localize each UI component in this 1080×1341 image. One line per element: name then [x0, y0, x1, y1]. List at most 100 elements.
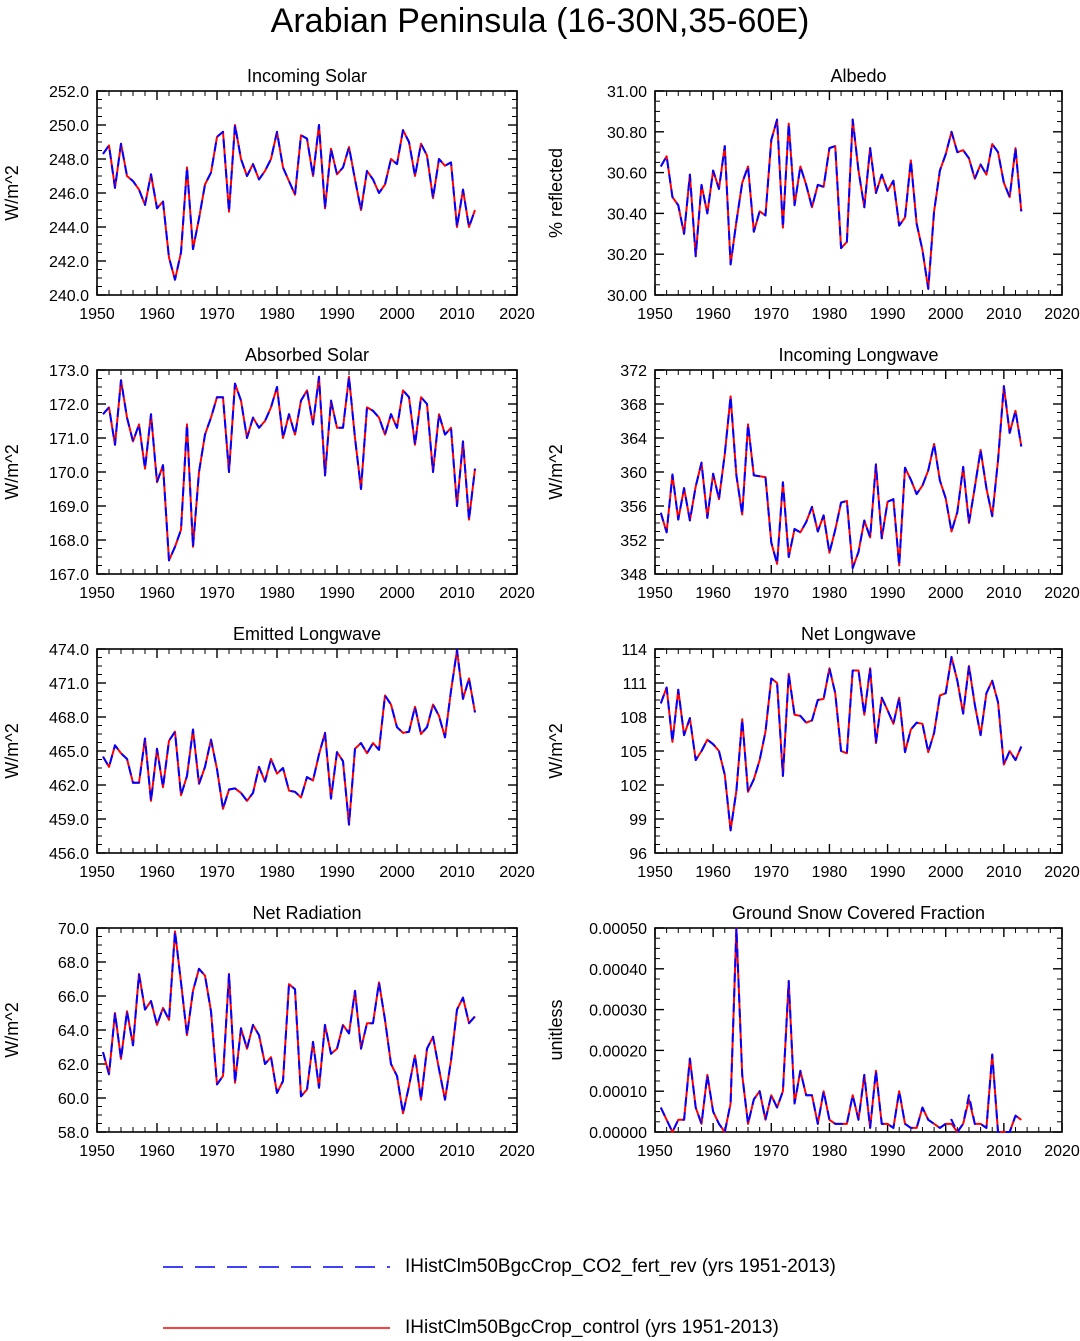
y-axis-label: W/m^2 [546, 444, 566, 499]
x-tick-label: 1980 [259, 585, 295, 602]
x-tick-label: 1950 [637, 864, 673, 881]
plot-frame [654, 927, 1063, 1133]
series-line-co2-fert-rev [102, 649, 476, 826]
y-tick-label: 348 [620, 567, 647, 584]
series-line-co2-fert-rev [659, 118, 1023, 290]
series-line-co2-fert-rev [102, 375, 476, 562]
y-tick-label: 248.0 [49, 152, 89, 169]
y-tick-label: 0.00000 [589, 1125, 647, 1142]
x-tick-label: 2000 [379, 585, 415, 602]
x-tick-label: 2010 [986, 306, 1022, 323]
y-tick-label: 114 [621, 642, 647, 659]
x-tick-label: 2000 [379, 864, 415, 881]
x-tick-label: 1970 [199, 1143, 235, 1160]
y-tick-label: 105 [620, 744, 647, 761]
y-axis-label: W/m^2 [2, 723, 22, 778]
series-line-control [102, 649, 476, 826]
x-tick-label: 1990 [319, 864, 355, 881]
x-tick-label: 1990 [870, 1143, 906, 1160]
y-tick-label: 30.60 [607, 166, 647, 183]
panel-4: Incoming Longwave 1950 1960 1970 1980 1990 200… [546, 345, 1080, 602]
y-tick-label: 0.00030 [589, 1003, 647, 1020]
x-tick-label: 1970 [199, 585, 235, 602]
y-tick-label: 31.00 [607, 84, 647, 101]
y-tick-label: 58.0 [58, 1125, 89, 1142]
panel-5: Emitted Longwave 1950 1960 1970 1980 1990 2000… [2, 624, 535, 881]
x-tick-label: 1980 [259, 1143, 295, 1160]
y-tick-label: 364 [620, 431, 647, 448]
x-tick-label: 2010 [986, 585, 1022, 602]
plot-frame [654, 369, 1063, 575]
x-tick-label: 2020 [1044, 306, 1080, 323]
y-tick-label: 102 [620, 778, 647, 795]
x-tick-label: 1960 [695, 864, 731, 881]
x-tick-label: 2000 [928, 864, 964, 881]
y-tick-label: 352 [620, 533, 647, 550]
x-tick-label: 2020 [499, 864, 535, 881]
x-tick-label: 1950 [637, 1143, 673, 1160]
y-tick-label: 456.0 [49, 846, 89, 863]
series-line-control [102, 930, 476, 1115]
x-tick-label: 1980 [259, 864, 295, 881]
y-tick-label: 368 [620, 397, 647, 414]
panel-6: Net Longwave 1950 1960 1970 1980 1990 2000 2010… [546, 624, 1080, 881]
x-tick-label: 1980 [812, 306, 848, 323]
y-tick-label: 0.00010 [589, 1084, 647, 1101]
series-line-control [102, 124, 476, 281]
x-tick-label: 1960 [139, 585, 175, 602]
x-tick-label: 1980 [812, 864, 848, 881]
panel-title: Incoming Solar [247, 66, 367, 86]
x-tick-label: 2010 [986, 864, 1022, 881]
y-tick-label: 244.0 [49, 220, 89, 237]
series-line-co2-fert-rev [659, 385, 1023, 570]
page-title: Arabian Peninsula (16-30N,35-60E) [270, 2, 810, 40]
panel-2: Albedo 1950 1960 1970 1980 1990 2000 2010 2020 30… [546, 66, 1080, 323]
x-tick-label: 1990 [870, 306, 906, 323]
panel-title: Ground Snow Covered Fraction [732, 903, 985, 923]
series-line-co2-fert-rev [102, 124, 476, 281]
y-axis-label: W/m^2 [2, 1002, 22, 1057]
x-tick-label: 2000 [379, 306, 415, 323]
panel-title: Incoming Longwave [778, 345, 938, 365]
y-tick-label: 111 [623, 676, 647, 693]
x-tick-label: 2020 [499, 1143, 535, 1160]
x-tick-label: 1950 [637, 585, 673, 602]
x-tick-label: 1990 [319, 306, 355, 323]
panel-title: Albedo [830, 66, 886, 86]
panel-title: Net Radiation [252, 903, 361, 923]
y-tick-label: 30.20 [607, 247, 647, 264]
x-tick-label: 2000 [928, 306, 964, 323]
y-tick-label: 30.40 [607, 206, 647, 223]
y-tick-label: 0.00040 [589, 962, 647, 979]
y-tick-label: 170.0 [49, 465, 89, 482]
x-tick-label: 1950 [79, 306, 115, 323]
y-tick-label: 171.0 [49, 431, 89, 448]
y-tick-label: 240.0 [49, 288, 89, 305]
x-tick-label: 2010 [439, 1143, 475, 1160]
x-tick-label: 1960 [139, 864, 175, 881]
plot-frame [96, 648, 518, 854]
y-tick-label: 356 [620, 499, 647, 516]
x-tick-label: 1960 [695, 306, 731, 323]
y-tick-label: 471.0 [49, 676, 89, 693]
y-axis-label: % reflected [546, 148, 566, 238]
y-tick-label: 60.0 [58, 1091, 89, 1108]
legend-label-control: IHistClm50BgcCrop_control (yrs 1951-2013… [405, 1317, 779, 1338]
plot-frame [654, 648, 1063, 854]
y-tick-label: 30.80 [607, 125, 647, 142]
y-tick-label: 242.0 [49, 254, 89, 271]
plot-frame [654, 90, 1063, 296]
y-tick-label: 168.0 [49, 533, 89, 550]
y-tick-label: 66.0 [58, 989, 89, 1006]
y-axis-label: W/m^2 [2, 444, 22, 499]
y-tick-label: 96 [629, 846, 647, 863]
y-tick-label: 0.00050 [589, 921, 647, 938]
y-tick-label: 465.0 [49, 744, 89, 761]
y-axis-label: W/m^2 [546, 723, 566, 778]
x-tick-label: 1960 [695, 585, 731, 602]
x-tick-label: 2000 [928, 585, 964, 602]
x-tick-label: 1970 [753, 1143, 789, 1160]
legend-label-co2-fert-rev: IHistClm50BgcCrop_CO2_fert_rev (yrs 1951… [405, 1256, 836, 1277]
y-tick-label: 0.00020 [589, 1043, 647, 1060]
x-tick-label: 2010 [439, 864, 475, 881]
